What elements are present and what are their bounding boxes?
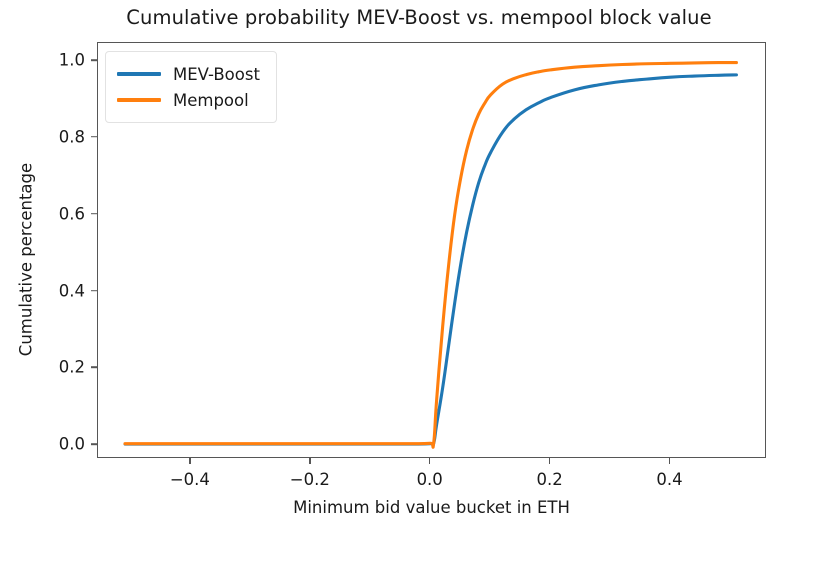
- x-tick-label: −0.4: [169, 470, 210, 489]
- y-tick-mark: [91, 136, 97, 138]
- plot-lines: [123, 61, 738, 449]
- legend-label-mev-boost: MEV-Boost: [173, 64, 260, 84]
- y-axis-tick-labels: 0.0 0.2 0.4 0.6 0.8 1.0: [39, 0, 85, 568]
- legend-swatch-mempool: [117, 98, 161, 102]
- plot-area: MEV-Boost Mempool: [97, 42, 766, 458]
- y-tick-mark: [91, 443, 97, 445]
- x-tick-mark: [548, 458, 551, 464]
- y-axis-label: Cumulative percentage: [16, 162, 36, 357]
- x-tick-mark: [668, 458, 671, 464]
- legend-item-mev-boost: MEV-Boost: [117, 61, 260, 87]
- y-tick-label: 0.4: [58, 281, 85, 301]
- legend-item-mempool: Mempool: [117, 87, 260, 113]
- x-tick-mark: [309, 458, 311, 464]
- x-axis-label: Minimum bid value bucket in ETH: [293, 498, 570, 517]
- series-line-mev-boost: [123, 73, 738, 447]
- legend-label-mempool: Mempool: [173, 90, 249, 110]
- y-axis-tick-marks: [91, 0, 97, 568]
- y-tick-label: 0.8: [58, 127, 85, 147]
- chart-title: Cumulative probability MEV-Boost vs. mem…: [126, 6, 712, 29]
- y-tick-mark: [91, 212, 97, 215]
- y-tick-label: 0.0: [58, 434, 85, 454]
- x-tick-mark: [428, 458, 431, 464]
- x-axis-tick-marks: [0, 458, 838, 466]
- x-tick-mark: [189, 458, 191, 464]
- y-tick-label: 0.6: [58, 204, 85, 224]
- x-axis-tick-labels: −0.4 −0.2 0.0 0.2 0.4: [0, 470, 838, 496]
- y-tick-mark: [91, 289, 97, 292]
- y-tick-mark: [91, 366, 97, 369]
- x-tick-label: 0.4: [656, 470, 683, 489]
- legend-swatch-mev-boost: [117, 72, 161, 76]
- chart-legend: MEV-Boost Mempool: [105, 51, 277, 123]
- x-tick-label: 0.0: [416, 470, 443, 489]
- y-tick-label: 0.2: [58, 357, 85, 377]
- series-line-mempool: [123, 61, 738, 449]
- y-tick-label: 1.0: [58, 50, 85, 70]
- x-tick-label: −0.2: [289, 470, 330, 489]
- y-tick-mark: [91, 59, 97, 61]
- x-tick-label: 0.2: [536, 470, 563, 489]
